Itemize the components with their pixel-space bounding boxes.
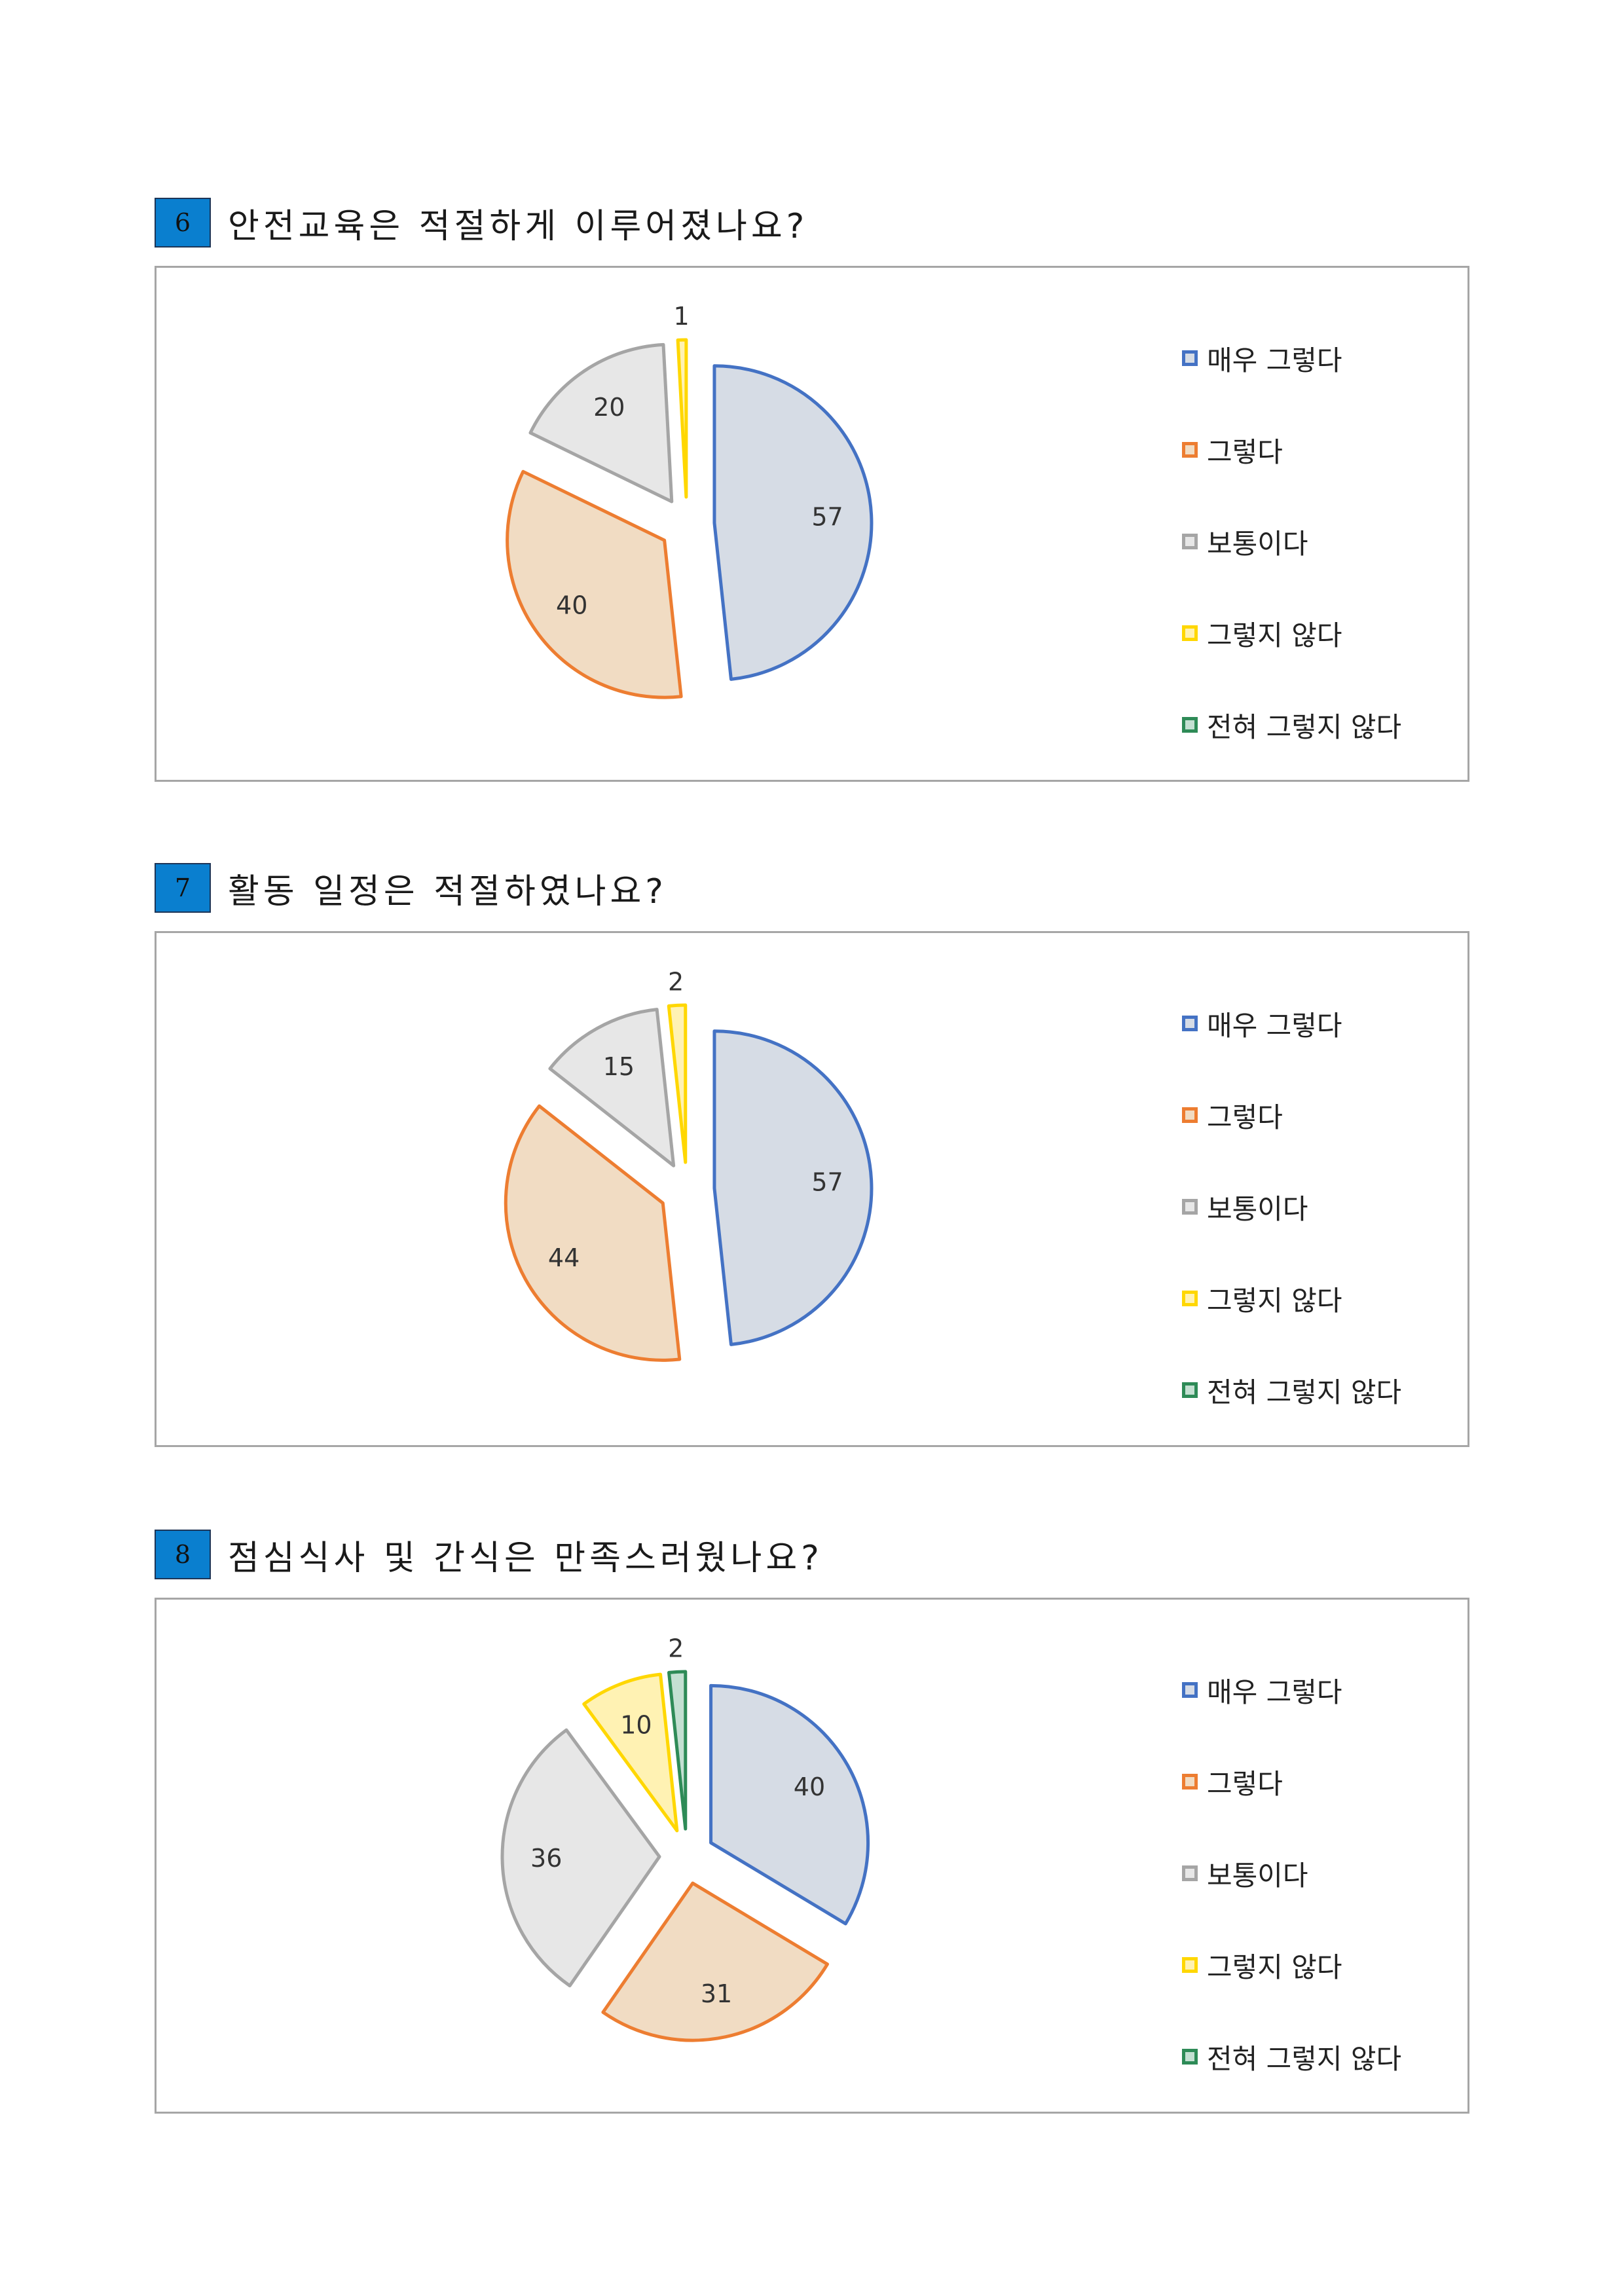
question-8-heading: 8 점심식사 및 간식은 만족스러웠나요?	[155, 1528, 823, 1581]
legend-item-very-agree: 매우 그렇다	[1182, 312, 1401, 404]
legend-item-strongly-disagree: 전혀 그렇지 않다	[1182, 1344, 1401, 1436]
legend-swatch	[1182, 350, 1198, 366]
legend-label: 매우 그렇다	[1207, 344, 1342, 376]
legend-item-very-agree: 매우 그렇다	[1182, 978, 1401, 1069]
question-text: 점심식사 및 간식은 만족스러웠나요?	[228, 1538, 823, 1578]
legend-label: 그렇지 않다	[1207, 1951, 1342, 1983]
pie-slice-agree	[506, 469, 683, 699]
legend-swatch	[1182, 1957, 1198, 1973]
legend-item-neutral: 보통이다	[1182, 1161, 1401, 1253]
legend-swatch	[1182, 625, 1198, 641]
pie-slice-strongly-disagree	[667, 1670, 688, 1831]
data-label-very-agree: 40	[794, 1772, 825, 1801]
data-label-disagree: 1	[673, 302, 689, 331]
pie-slice-agree	[601, 1881, 830, 2042]
question-text: 안전교육은 적절하게 이루어졌나요?	[228, 206, 809, 246]
legend-label: 전혀 그렇지 않다	[1207, 710, 1402, 743]
legend-item-disagree: 그렇지 않다	[1182, 587, 1401, 679]
legend-item-agree: 그렇다	[1182, 404, 1401, 496]
question-number-badge: 8	[155, 1530, 211, 1579]
chart-legend: 매우 그렇다 그렇다 보통이다 그렇지 않다 전혀 그렇지 않다	[1182, 978, 1401, 1436]
question-7-heading: 7 활동 일정은 적절하였나요?	[155, 862, 667, 914]
legend-swatch	[1182, 1865, 1198, 1881]
legend-label: 보통이다	[1207, 1192, 1308, 1225]
legend-swatch	[1182, 2049, 1198, 2065]
legend-item-disagree: 그렇지 않다	[1182, 1253, 1401, 1344]
legend-label: 매우 그렇다	[1207, 1676, 1342, 1708]
data-label-neutral: 36	[530, 1844, 562, 1873]
data-label-very-agree: 57	[811, 503, 843, 532]
legend-item-agree: 그렇다	[1182, 1069, 1401, 1161]
legend-swatch	[1182, 1199, 1198, 1215]
pie-chart-q6-svg: 57 40 20 1	[506, 302, 874, 699]
data-label-disagree: 2	[668, 967, 684, 996]
legend-label: 그렇다	[1207, 435, 1283, 468]
legend-label: 전혀 그렇지 않다	[1207, 2042, 1402, 2075]
legend-label: 보통이다	[1207, 1859, 1308, 1892]
pie-chart-q7: 57 44 15 2 매우 그렇다 그렇다 보통이다 그렇지 않다 전혀 그렇지 않다	[155, 931, 1469, 1447]
legend-swatch	[1182, 534, 1198, 549]
legend-swatch	[1182, 1016, 1198, 1031]
pie-chart-q8: 40 31 36 10 2 매우 그렇다 그렇다 보통이다 그렇지 않다 전혀 그렇지 …	[155, 1598, 1469, 2114]
legend-swatch	[1182, 1291, 1198, 1306]
pie-slice-very-agree	[712, 1029, 874, 1346]
pie-chart-q8-svg: 40 31 36 10 2	[500, 1634, 870, 2042]
question-text: 활동 일정은 적절하였나요?	[228, 872, 667, 911]
legend-item-strongly-disagree: 전혀 그렇지 않다	[1182, 2011, 1401, 2102]
legend-swatch	[1182, 1774, 1198, 1790]
legend-label: 매우 그렇다	[1207, 1009, 1342, 1042]
pie-slice-disagree	[676, 338, 688, 499]
question-number-badge: 7	[155, 863, 211, 913]
pie-chart-q7-svg: 57 44 15 2	[504, 967, 874, 1362]
legend-label: 그렇다	[1207, 1101, 1283, 1133]
legend-swatch	[1182, 1382, 1198, 1398]
chart-legend: 매우 그렇다 그렇다 보통이다 그렇지 않다 전혀 그렇지 않다	[1182, 312, 1401, 771]
legend-swatch	[1182, 1107, 1198, 1123]
legend-label: 보통이다	[1207, 527, 1308, 560]
chart-legend: 매우 그렇다 그렇다 보통이다 그렇지 않다 전혀 그렇지 않다	[1182, 1644, 1401, 2102]
question-number-badge: 6	[155, 198, 211, 248]
pie-slice-disagree	[582, 1672, 679, 1833]
legend-item-very-agree: 매우 그렇다	[1182, 1644, 1401, 1736]
pie-slice-very-agree	[712, 364, 874, 681]
legend-item-neutral: 보통이다	[1182, 496, 1401, 587]
pie-slice-neutral	[500, 1728, 661, 1988]
pie-slice-neutral	[548, 1008, 676, 1167]
data-label-very-agree: 57	[811, 1168, 843, 1197]
pie-slice-disagree	[667, 1003, 688, 1164]
data-label-agree: 44	[548, 1243, 580, 1272]
data-label-neutral: 20	[593, 393, 625, 422]
pie-slice-very-agree	[709, 1683, 870, 1926]
legend-label: 그렇다	[1207, 1767, 1283, 1800]
legend-swatch	[1182, 1682, 1198, 1698]
question-6-heading: 6 안전교육은 적절하게 이루어졌나요?	[155, 196, 808, 249]
legend-item-neutral: 보통이다	[1182, 1827, 1401, 1919]
legend-label: 전혀 그렇지 않다	[1207, 1376, 1402, 1408]
data-label-agree: 31	[701, 1979, 732, 2008]
legend-swatch	[1182, 442, 1198, 458]
legend-label: 그렇지 않다	[1207, 1284, 1342, 1317]
data-label-strongly-disagree: 2	[668, 1634, 684, 1662]
data-label-disagree: 10	[620, 1711, 652, 1740]
data-label-agree: 40	[556, 591, 587, 619]
legend-item-disagree: 그렇지 않다	[1182, 1919, 1401, 2011]
legend-label: 그렇지 않다	[1207, 619, 1342, 652]
legend-swatch	[1182, 717, 1198, 733]
pie-slice-agree	[504, 1104, 682, 1362]
data-label-neutral: 15	[603, 1052, 635, 1081]
pie-chart-q6: 57 40 20 1 매우 그렇다 그렇다 보통이다 그렇지 않다 전혀 그렇지 않다	[155, 266, 1469, 782]
legend-item-strongly-disagree: 전혀 그렇지 않다	[1182, 679, 1401, 771]
legend-item-agree: 그렇다	[1182, 1736, 1401, 1827]
pie-slice-neutral	[528, 342, 674, 504]
